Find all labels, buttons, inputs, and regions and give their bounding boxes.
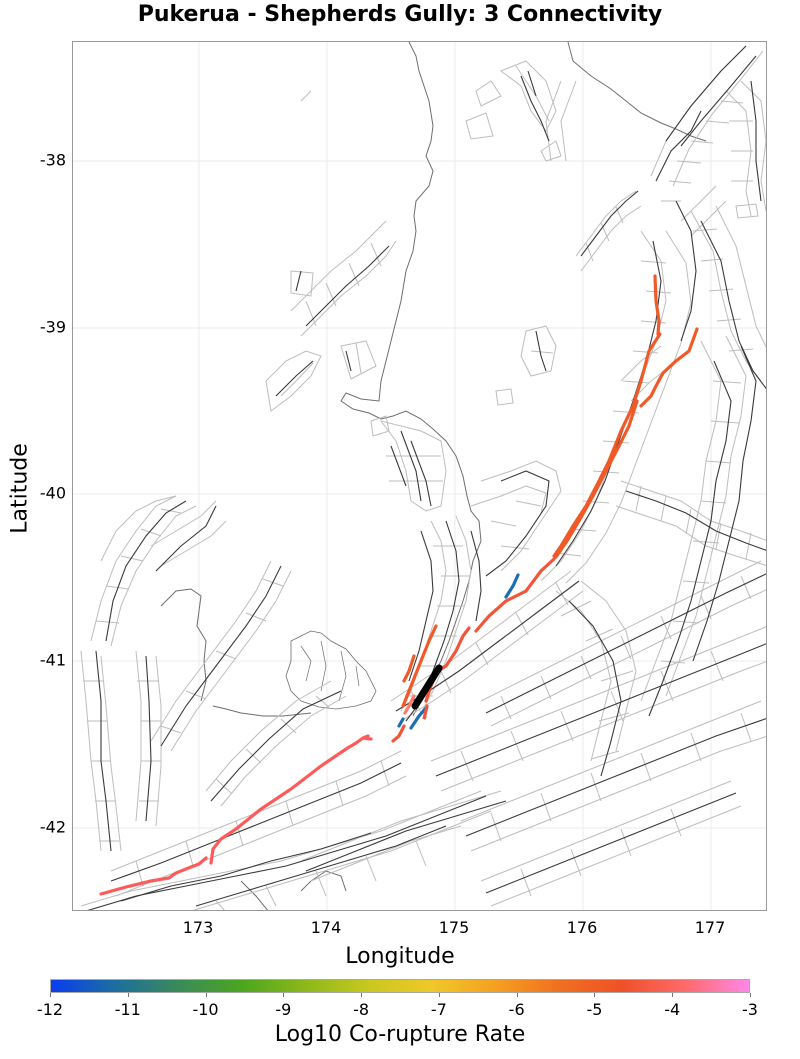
rupture-main-belt-east bbox=[554, 399, 639, 559]
colorbar-tick-mark bbox=[283, 993, 285, 997]
colorbar-tick: -10 bbox=[192, 1000, 219, 1019]
y-tick-39: -39 bbox=[39, 317, 66, 337]
rupture-central-link bbox=[474, 557, 556, 633]
rupture-wellington-west bbox=[401, 624, 438, 708]
rupture-blue-2 bbox=[409, 706, 428, 730]
rupture-ohariu bbox=[402, 654, 416, 683]
rupture-southern-link bbox=[424, 626, 471, 703]
colorbar-tick: -4 bbox=[664, 1000, 681, 1019]
colorbar-tick-mark bbox=[50, 993, 51, 997]
colorbar-tick: -9 bbox=[275, 1000, 292, 1019]
colorbar-tick-mark bbox=[127, 993, 129, 997]
rupture-blue-3 bbox=[397, 717, 405, 728]
x-tick-174: 174 bbox=[310, 918, 342, 937]
colorbar-tick-mark bbox=[438, 993, 440, 997]
colorbar-tick-mark bbox=[672, 993, 674, 997]
highlighted-ruptures bbox=[99, 274, 699, 896]
rupture-pink-stub bbox=[403, 694, 416, 715]
rupture-wairau-alpine bbox=[99, 734, 373, 896]
y-tick-42: -42 bbox=[39, 817, 66, 837]
colorbar-tick: -12 bbox=[36, 1000, 64, 1019]
rupture-northeast-branch bbox=[653, 274, 661, 336]
y-tick-40: -40 bbox=[39, 483, 66, 503]
x-axis-label: Longitude bbox=[345, 944, 455, 969]
y-tick-41: -41 bbox=[39, 650, 66, 670]
colorbar-tick-mark bbox=[594, 993, 596, 997]
x-tick-176: 176 bbox=[566, 918, 598, 937]
colorbar-tick: -8 bbox=[353, 1000, 370, 1019]
rupture-east-spur bbox=[639, 327, 699, 408]
rupture-south-red-hook bbox=[422, 704, 429, 720]
rupture-blue-1 bbox=[504, 573, 520, 599]
colorbar-gradient bbox=[50, 979, 750, 993]
x-tick-173: 173 bbox=[182, 918, 214, 937]
colorbar-tick-mark bbox=[750, 993, 751, 997]
rupture-main-belt-west bbox=[552, 332, 662, 558]
colorbar-label: Log10 Co-rupture Rate bbox=[274, 1022, 526, 1047]
map-title: Pukerua - Shepherds Gully: 3 Connectivit… bbox=[137, 2, 663, 27]
colorbar-tick: -3 bbox=[742, 1000, 758, 1019]
colorbar-tick: -6 bbox=[508, 1000, 525, 1019]
fault-map bbox=[73, 42, 766, 910]
y-axis-label: Latitude bbox=[7, 443, 33, 534]
x-tick-175: 175 bbox=[438, 918, 470, 937]
subsection-outlines bbox=[80, 45, 766, 910]
colorbar-tick: -7 bbox=[430, 1000, 447, 1019]
rupture-south-stub bbox=[391, 724, 406, 743]
rupture-source-section bbox=[411, 664, 443, 710]
colorbar-tick-mark bbox=[205, 993, 207, 997]
colorbar-tick: -11 bbox=[114, 1000, 141, 1019]
gridlines bbox=[73, 42, 766, 910]
fault-traces bbox=[87, 45, 766, 910]
colorbar-tick-mark bbox=[516, 993, 518, 997]
map-plot-area[interactable] bbox=[72, 41, 767, 911]
colorbar-tick-mark bbox=[361, 993, 363, 997]
x-tick-177: 177 bbox=[694, 918, 726, 937]
y-tick-38: -38 bbox=[39, 150, 66, 170]
colorbar-tick: -5 bbox=[586, 1000, 603, 1019]
